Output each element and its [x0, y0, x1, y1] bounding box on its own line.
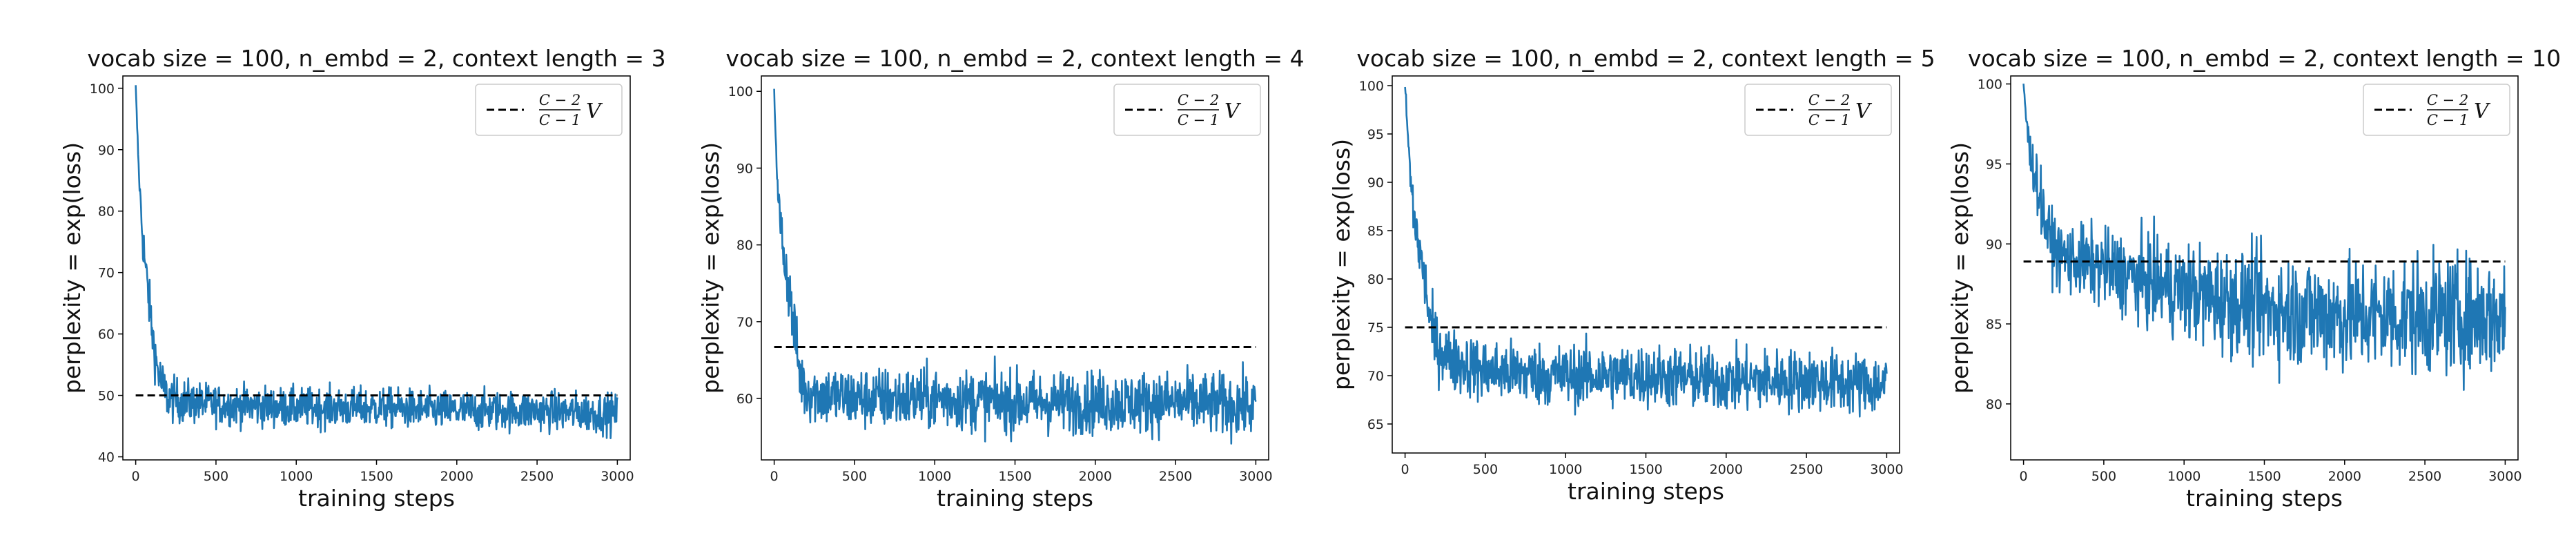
y-tick-label: 85	[1986, 317, 2002, 332]
series-line-perplexity	[773, 88, 1257, 445]
x-tick-label: 3000	[601, 469, 634, 484]
x-tick-label: 1000	[2167, 469, 2201, 484]
x-tick-label: 3000	[2488, 469, 2521, 484]
x-tick-label: 1000	[1549, 462, 1582, 477]
y-tick-label: 80	[1986, 397, 2002, 412]
legend: C − 2 C − 1 V	[1744, 84, 1892, 136]
legend-fraction-numerator: C − 2	[1808, 92, 1850, 108]
x-tick-label: 500	[1473, 462, 1498, 477]
legend-label: V	[2474, 99, 2491, 124]
x-tick-label: 2500	[1159, 469, 1192, 484]
y-tick-label: 90	[736, 161, 753, 176]
y-tick-label: 60	[98, 327, 115, 343]
legend-label: V	[1855, 99, 1873, 124]
y-axis-label: perplexity = exp(loss)	[697, 142, 724, 394]
x-tick-label: 3000	[1870, 462, 1903, 477]
x-tick-label: 1000	[918, 469, 951, 484]
chart-title: vocab size = 100, n_embd = 2, context le…	[1356, 45, 1935, 72]
y-tick-label: 80	[1367, 272, 1384, 287]
x-tick-label: 0	[770, 469, 779, 484]
y-tick-label: 90	[98, 143, 115, 158]
legend-fraction-numerator: C − 2	[539, 92, 580, 108]
x-tick-label: 0	[132, 469, 140, 484]
y-tick-label: 100	[1978, 77, 2002, 93]
x-tick-label: 2000	[440, 469, 474, 484]
y-tick-label: 95	[1367, 127, 1384, 142]
y-axis-label: perplexity = exp(loss)	[1328, 139, 1355, 390]
x-tick-label: 1500	[1629, 462, 1662, 477]
x-axis-label: training steps	[2186, 485, 2343, 512]
chart-title: vocab size = 100, n_embd = 2, context le…	[87, 45, 665, 72]
legend-fraction-denominator: C − 1	[1178, 112, 1219, 128]
x-tick-label: 2000	[1079, 469, 1112, 484]
x-tick-label: 1000	[280, 469, 313, 484]
y-tick-label: 90	[1367, 175, 1384, 191]
y-tick-label: 70	[98, 266, 115, 281]
y-tick-label: 95	[1986, 157, 2002, 172]
y-axis-label: perplexity = exp(loss)	[1946, 142, 1973, 394]
series-line-perplexity	[1404, 86, 1888, 418]
chart-panel-1: 0 500 1000 1500 2000 2500 3000 40 50 60 70 80 90 100 v…	[59, 45, 666, 512]
x-tick-label: 0	[1401, 462, 1409, 477]
y-tick-label: 50	[98, 389, 115, 404]
legend-fraction-denominator: C − 1	[2427, 112, 2468, 128]
y-tick-label: 100	[90, 81, 115, 97]
y-tick-label: 40	[98, 450, 115, 465]
y-tick-label: 75	[1367, 320, 1384, 336]
x-tick-label: 500	[842, 469, 867, 484]
y-tick-label: 80	[736, 238, 753, 253]
chart-title: vocab size = 100, n_embd = 2, context le…	[1968, 45, 2561, 72]
x-axis-label: training steps	[1568, 478, 1724, 505]
chart-panel-3: 0 500 1000 1500 2000 2500 3000 65 70 75 80 85 90 95 10…	[1328, 45, 1935, 505]
legend: C − 2 C − 1 V	[1113, 84, 1261, 136]
x-tick-label: 2500	[520, 469, 554, 484]
x-tick-label: 0	[2020, 469, 2028, 484]
series-line-perplexity	[135, 85, 618, 440]
x-tick-label: 500	[204, 469, 228, 484]
x-tick-label: 500	[2091, 469, 2116, 484]
series-line-perplexity	[2022, 84, 2506, 391]
y-tick-label: 100	[1359, 79, 1384, 94]
chart-title: vocab size = 100, n_embd = 2, context le…	[725, 45, 1304, 72]
legend-label: V	[586, 99, 603, 124]
y-tick-label: 60	[736, 392, 753, 407]
legend-label: V	[1224, 99, 1242, 124]
x-tick-label: 1500	[360, 469, 393, 484]
x-tick-label: 3000	[1239, 469, 1272, 484]
x-tick-label: 1500	[2247, 469, 2281, 484]
x-tick-label: 2000	[2328, 469, 2361, 484]
legend: C − 2 C − 1 V	[2363, 84, 2510, 136]
legend: C − 2 C − 1 V	[475, 84, 623, 136]
legend-fraction-numerator: C − 2	[2427, 92, 2468, 108]
x-tick-label: 2500	[1790, 462, 1823, 477]
y-tick-label: 65	[1367, 417, 1384, 432]
x-tick-label: 2500	[2408, 469, 2441, 484]
y-tick-label: 70	[1367, 369, 1384, 384]
x-tick-label: 1500	[998, 469, 1031, 484]
chart-panel-2: 0 500 1000 1500 2000 2500 3000 60 70 80 90 100 vocab…	[697, 45, 1305, 512]
legend-fraction-denominator: C − 1	[1808, 112, 1850, 128]
x-axis-label: training steps	[298, 485, 455, 512]
legend-fraction-numerator: C − 2	[1178, 92, 1219, 108]
y-axis-label: perplexity = exp(loss)	[59, 142, 86, 394]
y-tick-label: 90	[1986, 237, 2002, 252]
x-tick-label: 2000	[1710, 462, 1743, 477]
y-tick-label: 85	[1367, 224, 1384, 239]
y-tick-label: 80	[98, 204, 115, 220]
y-tick-label: 100	[728, 84, 753, 99]
legend-fraction-denominator: C − 1	[539, 112, 580, 128]
chart-panel-4: 0 500 1000 1500 2000 2500 3000 80 85 90 95 100 vocab…	[1946, 45, 2561, 512]
y-tick-label: 70	[736, 315, 753, 330]
x-axis-label: training steps	[937, 485, 1093, 512]
